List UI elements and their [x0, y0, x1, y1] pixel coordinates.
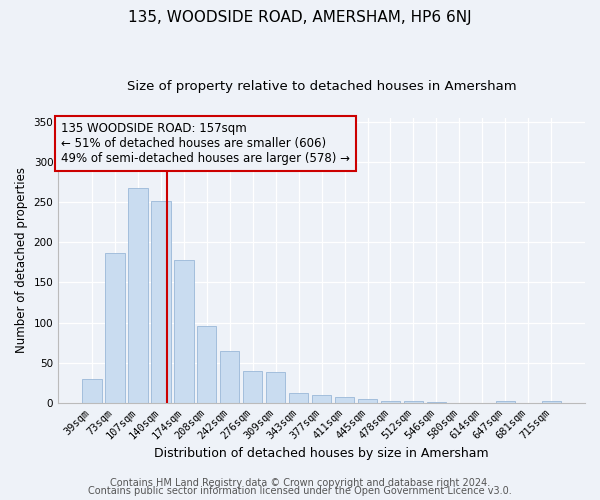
Bar: [404, 400, 423, 403]
Text: 135, WOODSIDE ROAD, AMERSHAM, HP6 6NJ: 135, WOODSIDE ROAD, AMERSHAM, HP6 6NJ: [128, 10, 472, 25]
Text: Contains HM Land Registry data © Crown copyright and database right 2024.: Contains HM Land Registry data © Crown c…: [110, 478, 490, 488]
Bar: [289, 392, 308, 403]
Bar: [105, 253, 125, 403]
Bar: [174, 260, 194, 403]
Bar: [82, 379, 101, 403]
Bar: [128, 188, 148, 403]
X-axis label: Distribution of detached houses by size in Amersham: Distribution of detached houses by size …: [154, 447, 489, 460]
Bar: [427, 402, 446, 403]
Title: Size of property relative to detached houses in Amersham: Size of property relative to detached ho…: [127, 80, 517, 93]
Bar: [197, 326, 217, 403]
Bar: [496, 400, 515, 403]
Bar: [266, 372, 286, 403]
Bar: [381, 402, 400, 403]
Bar: [151, 200, 170, 403]
Bar: [335, 396, 355, 403]
Text: Contains public sector information licensed under the Open Government Licence v3: Contains public sector information licen…: [88, 486, 512, 496]
Bar: [220, 351, 239, 403]
Bar: [358, 399, 377, 403]
Bar: [542, 402, 561, 403]
Text: 135 WOODSIDE ROAD: 157sqm
← 51% of detached houses are smaller (606)
49% of semi: 135 WOODSIDE ROAD: 157sqm ← 51% of detac…: [61, 122, 350, 165]
Y-axis label: Number of detached properties: Number of detached properties: [15, 168, 28, 354]
Bar: [312, 395, 331, 403]
Bar: [243, 371, 262, 403]
